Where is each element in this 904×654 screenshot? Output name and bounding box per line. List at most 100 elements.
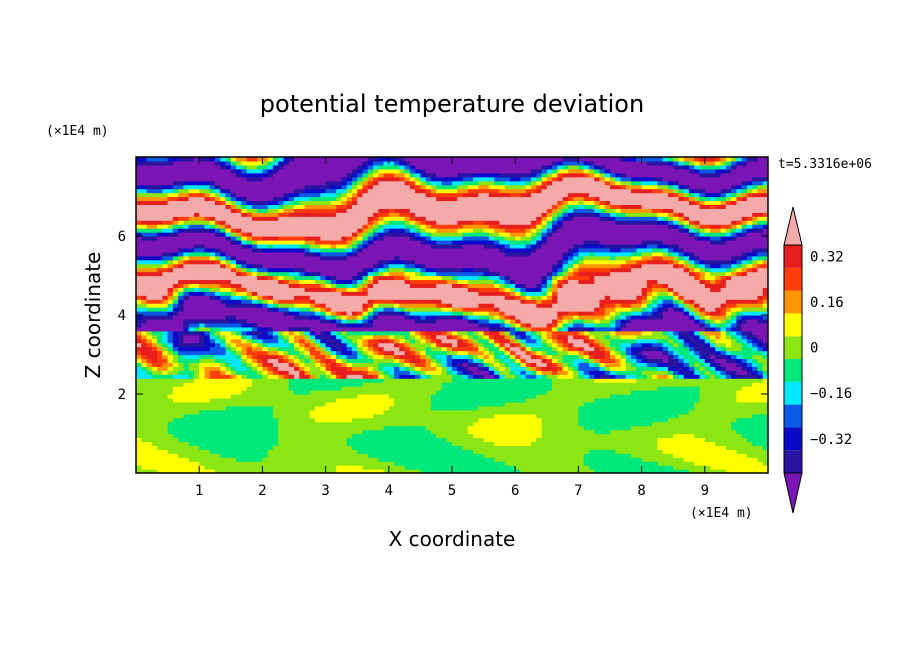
heatmap-cell	[436, 386, 443, 391]
heatmap-cell	[525, 311, 532, 316]
heatmap-cell	[583, 366, 590, 371]
heatmap-cell	[230, 405, 237, 411]
heatmap-cell	[415, 429, 421, 435]
heatmap-cell	[267, 457, 274, 462]
heatmap-cell	[330, 315, 337, 320]
heatmap-cell	[525, 461, 532, 466]
heatmap-cell	[188, 469, 195, 473]
heatmap-cell	[172, 358, 179, 363]
heatmap-cell	[667, 429, 674, 435]
heatmap-cell	[378, 307, 385, 312]
heatmap-cell	[552, 322, 558, 328]
heatmap-cell	[215, 386, 221, 391]
heatmap-cell	[425, 362, 432, 367]
heatmap-cell	[699, 417, 706, 423]
heatmap-cell	[399, 453, 406, 458]
heatmap-cell	[462, 453, 469, 458]
heatmap-cell	[704, 315, 711, 320]
heatmap-cell	[552, 358, 558, 363]
heatmap-cell	[378, 378, 385, 383]
heatmap-cell	[736, 338, 743, 344]
heatmap-cell	[620, 433, 627, 439]
heatmap-cell	[509, 354, 516, 360]
heatmap-cell	[599, 453, 606, 458]
heatmap-cell	[662, 354, 669, 360]
heatmap-cell	[509, 326, 516, 332]
heatmap-cell	[720, 354, 727, 360]
heatmap-cell	[731, 362, 737, 367]
heatmap-cell	[146, 311, 153, 316]
heatmap-cell	[325, 409, 332, 415]
heatmap-cell	[667, 397, 674, 403]
heatmap-cell	[599, 322, 606, 328]
heatmap-cell	[620, 461, 627, 466]
heatmap-cell	[720, 425, 727, 431]
heatmap-cell	[509, 437, 516, 442]
heatmap-cell	[599, 334, 606, 340]
heatmap-cell	[746, 346, 753, 352]
heatmap-cell	[136, 433, 142, 439]
heatmap-cell	[209, 469, 216, 473]
heatmap-cell	[620, 457, 627, 462]
heatmap-cell	[257, 401, 263, 407]
heatmap-cell	[246, 457, 253, 462]
heatmap-cell	[183, 465, 190, 470]
heatmap-cell	[525, 449, 532, 454]
heatmap-cell	[673, 429, 680, 435]
heatmap-cell	[546, 378, 553, 383]
heatmap-cell	[367, 386, 374, 391]
heatmap-cell	[578, 405, 585, 411]
heatmap-cell	[178, 433, 184, 439]
heatmap-cell	[262, 417, 269, 423]
heatmap-cell	[336, 469, 342, 473]
heatmap-cell	[599, 413, 606, 419]
heatmap-cell	[762, 318, 768, 324]
heatmap-cell	[452, 453, 458, 458]
heatmap-cell	[731, 397, 737, 403]
heatmap-cell	[404, 453, 411, 458]
heatmap-cell	[588, 409, 595, 415]
heatmap-cell	[157, 465, 163, 470]
heatmap-cell	[193, 429, 200, 435]
heatmap-cell	[141, 350, 148, 356]
heatmap-cell	[188, 370, 195, 375]
heatmap-cell	[710, 382, 716, 387]
heatmap-cell	[409, 354, 416, 360]
heatmap-cell	[320, 453, 327, 458]
heatmap-cell	[288, 358, 295, 363]
heatmap-cell	[604, 409, 611, 415]
heatmap-cell	[241, 394, 248, 399]
heatmap-cell	[594, 409, 601, 415]
heatmap-cell	[330, 441, 337, 446]
heatmap-cell	[636, 378, 643, 383]
heatmap-cell	[567, 382, 574, 387]
heatmap-cell	[652, 374, 658, 379]
heatmap-cell	[646, 386, 653, 391]
heatmap-cell	[151, 374, 158, 379]
heatmap-cell	[578, 390, 585, 395]
heatmap-cell	[525, 453, 532, 458]
heatmap-cell	[346, 346, 353, 352]
heatmap-cell	[341, 354, 348, 360]
heatmap-cell	[157, 330, 163, 336]
heatmap-cell	[151, 362, 158, 367]
heatmap-cell	[283, 315, 290, 320]
heatmap-cell	[452, 334, 458, 340]
heatmap-cell	[736, 453, 743, 458]
heatmap-cell	[188, 390, 195, 395]
heatmap-cell	[236, 342, 242, 348]
heatmap-cell	[315, 318, 321, 324]
heatmap-cell	[478, 461, 485, 466]
heatmap-cell	[188, 409, 195, 415]
heatmap-cell	[272, 358, 279, 363]
heatmap-cell	[462, 362, 469, 367]
heatmap-cell	[457, 425, 464, 431]
heatmap-cell	[657, 322, 664, 328]
heatmap-cell	[557, 311, 564, 316]
heatmap-cell	[683, 374, 690, 379]
heatmap-cell	[625, 374, 632, 379]
heatmap-cell	[594, 370, 601, 375]
heatmap-cell	[525, 334, 532, 340]
heatmap-cell	[267, 453, 274, 458]
heatmap-cell	[172, 326, 179, 332]
